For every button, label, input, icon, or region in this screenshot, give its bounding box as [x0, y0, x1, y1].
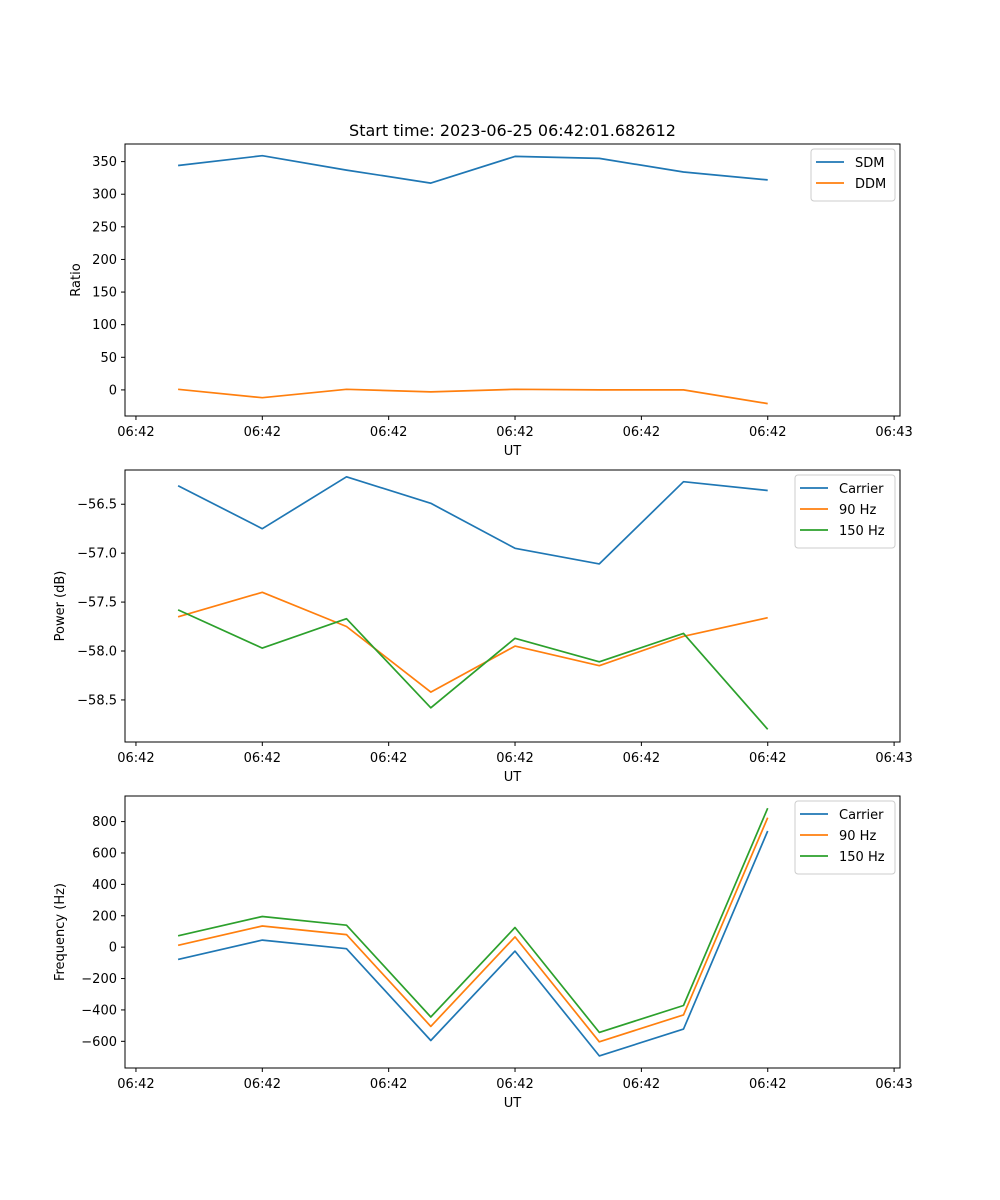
- y-axis-label: Frequency (Hz): [53, 883, 68, 981]
- legend-label: 90 Hz: [839, 829, 876, 844]
- y-tick-label: −57.5: [77, 596, 117, 611]
- legend: SDM DDM: [810, 148, 896, 202]
- y-tick-label: 0: [109, 941, 117, 956]
- series-group: [178, 154, 768, 405]
- x-axis-label: UT: [504, 770, 522, 785]
- x-tick-label: 06:43: [875, 425, 912, 440]
- chart-panel-3: 06:42 06:42 06:42 06:42 06:42 06:42 06:43 UT −60…: [53, 795, 913, 1111]
- y-tick-label: −600: [81, 1035, 117, 1050]
- y-tick-label: 200: [92, 909, 117, 924]
- y-tick-label: 50: [100, 351, 117, 366]
- y-tick-label: 250: [92, 220, 117, 235]
- x-tick-label: 06:42: [749, 425, 786, 440]
- x-tick-label: 06:42: [117, 425, 154, 440]
- legend-label: DDM: [855, 177, 886, 192]
- y-tick-label: 200: [92, 253, 117, 268]
- x-tick-label: 06:42: [370, 425, 407, 440]
- y-tick-label: 100: [92, 318, 117, 333]
- x-tick-label: 06:42: [623, 425, 660, 440]
- x-tick-label: 06:42: [370, 1077, 407, 1092]
- y-tick-label: 300: [92, 188, 117, 203]
- x-tick-label: 06:42: [117, 1077, 154, 1092]
- legend-label: SDM: [855, 156, 884, 171]
- plot-frame: [124, 143, 901, 417]
- y-tick-label: −57.0: [77, 547, 117, 562]
- chart-panel-2: 06:42 06:42 06:42 06:42 06:42 06:42 06:43 UT −58…: [53, 469, 913, 785]
- chart-panel-1: Start time: 2023-06-25 06:42:01.682612 06…: [69, 121, 913, 459]
- x-tick-label: 06:42: [496, 1077, 533, 1092]
- series-line-90-hz: [177, 591, 768, 693]
- legend: Carrier 90 Hz 150 Hz: [794, 800, 896, 875]
- y-tick-label: −400: [81, 1003, 117, 1018]
- chart-title: Start time: 2023-06-25 06:42:01.682612: [349, 121, 676, 140]
- y-tick-label: 0: [109, 383, 117, 398]
- x-tick-label: 06:42: [623, 1077, 660, 1092]
- y-tick-label: 150: [92, 286, 117, 301]
- y-tick-label: 400: [92, 878, 117, 893]
- y-tick-label: −58.5: [77, 693, 117, 708]
- plot-frame: [124, 795, 901, 1069]
- x-tick-label: 06:42: [370, 751, 407, 766]
- series-line-carrier: [177, 830, 769, 1057]
- x-tick-label: 06:42: [496, 425, 533, 440]
- series-group: [177, 475, 769, 730]
- y-tick-label: −200: [81, 972, 117, 987]
- legend-label: 150 Hz: [839, 524, 885, 539]
- x-tick-label: 06:43: [875, 751, 912, 766]
- x-tick-label: 06:42: [749, 751, 786, 766]
- series-line-150-hz: [177, 807, 769, 1034]
- y-tick-label: 600: [92, 846, 117, 861]
- x-tick-label: 06:42: [244, 751, 281, 766]
- x-axis-label: UT: [504, 1096, 522, 1111]
- legend-label: Carrier: [839, 482, 884, 497]
- series-line-sdm: [178, 154, 768, 184]
- y-axis-label: Ratio: [69, 263, 84, 296]
- plot-frame: [124, 469, 901, 743]
- series-line-ddm: [178, 388, 768, 405]
- x-tick-label: 06:42: [496, 751, 533, 766]
- y-tick-label: −58.0: [77, 645, 117, 660]
- legend-label: Carrier: [839, 808, 884, 823]
- y-tick-label: −56.5: [77, 498, 117, 513]
- legend-label: 90 Hz: [839, 503, 876, 518]
- legend-label: 150 Hz: [839, 850, 885, 865]
- series-line-150-hz: [177, 609, 769, 730]
- x-tick-label: 06:42: [117, 751, 154, 766]
- y-axis-label: Power (dB): [53, 571, 68, 642]
- y-tick-label: 800: [92, 815, 117, 830]
- legend: Carrier 90 Hz 150 Hz: [794, 474, 896, 549]
- series-group: [177, 807, 769, 1057]
- x-axis-label: UT: [504, 444, 522, 459]
- x-tick-label: 06:42: [749, 1077, 786, 1092]
- series-line-90-hz: [177, 817, 769, 1043]
- series-line-carrier: [177, 475, 768, 565]
- x-tick-label: 06:43: [875, 1077, 912, 1092]
- x-tick-label: 06:42: [244, 1077, 281, 1092]
- y-tick-label: 350: [92, 155, 117, 170]
- x-tick-label: 06:42: [244, 425, 281, 440]
- x-tick-label: 06:42: [623, 751, 660, 766]
